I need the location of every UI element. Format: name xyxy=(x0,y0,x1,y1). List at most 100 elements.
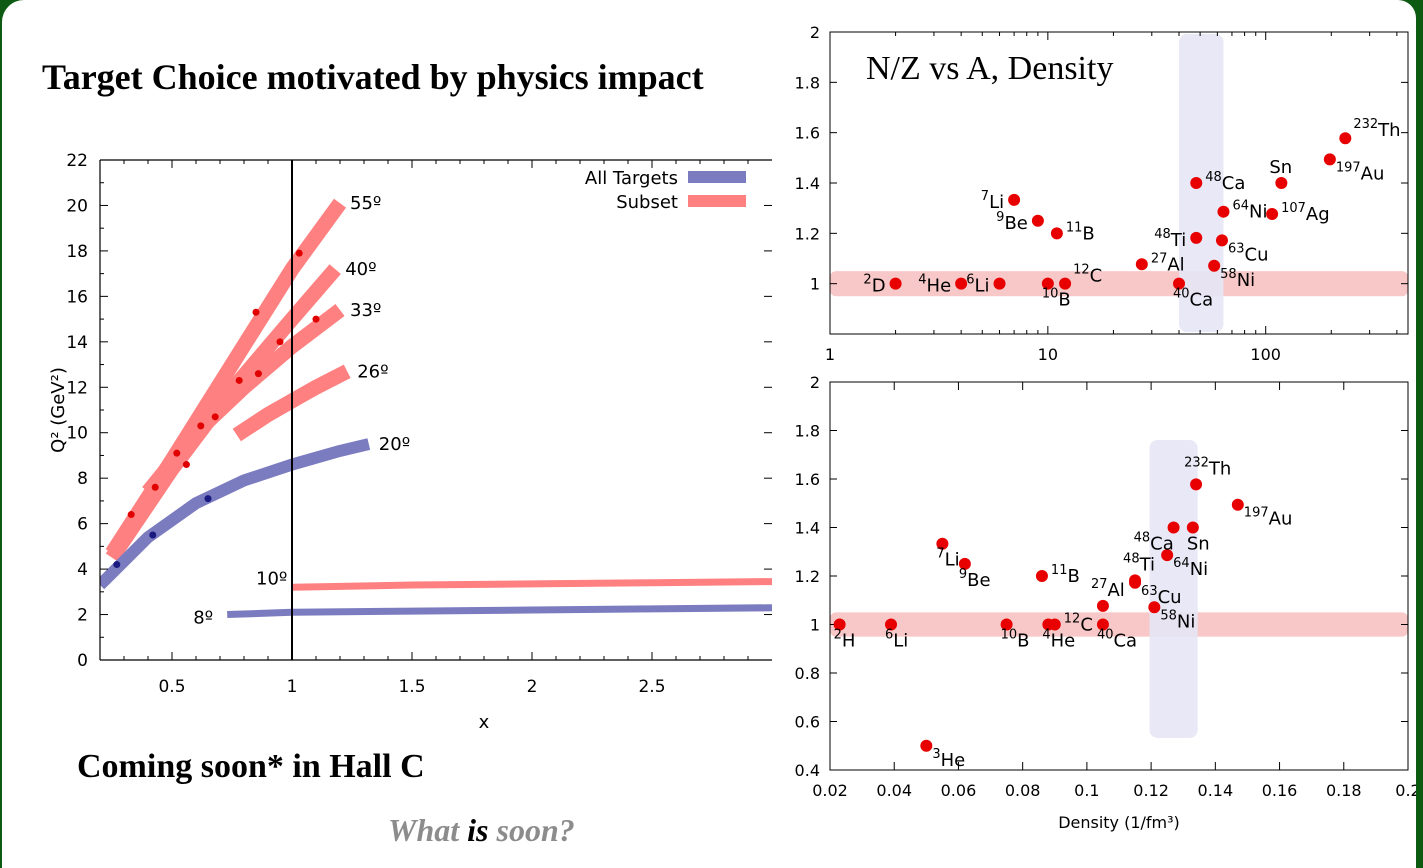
point-label-el-12: Ti xyxy=(1170,230,1186,251)
x-tick-label-4: 2.5 xyxy=(638,677,665,697)
point-label-sup-15: 64 xyxy=(1232,199,1249,214)
point-17 xyxy=(1275,177,1288,189)
horizontal-band xyxy=(830,271,1408,297)
band-label-3: 33º xyxy=(350,300,381,321)
point-label-el-15: Ni xyxy=(1190,559,1208,580)
nz-chart-title: N/Z vs A, Density xyxy=(866,50,1114,87)
point-label-4: 7Li xyxy=(936,547,959,571)
point-label-sup-9: 12 xyxy=(1064,612,1081,627)
y-tick-label-11: 22 xyxy=(66,151,88,171)
point-label-el-2: He xyxy=(927,276,952,297)
point-label-el-19: Au xyxy=(1269,509,1293,530)
x-tick-label-6: 0.14 xyxy=(1198,781,1234,800)
y-tick-label-4: 8 xyxy=(77,469,88,489)
band-highlight-14 xyxy=(149,531,157,539)
point-label-el-16: Ca xyxy=(1150,534,1174,555)
band-label-7: 8º xyxy=(193,607,213,628)
point-label-sup-14: 58 xyxy=(1160,608,1177,623)
x-tick-label-3: 2 xyxy=(527,677,538,697)
point-label-sup-11: 40 xyxy=(1097,628,1114,643)
point-18 xyxy=(1323,153,1336,166)
point-label-sup-1: 2 xyxy=(863,273,871,288)
point-label-7: 11B xyxy=(1051,563,1080,587)
point-13 xyxy=(1129,576,1142,589)
x-tick-label-4: 0.1 xyxy=(1074,781,1099,800)
y-tick-label-5: 1.4 xyxy=(795,519,820,538)
point-label-sup-11: 48 xyxy=(1205,170,1222,185)
point-15 xyxy=(1161,549,1174,562)
point-label-el-2: Li xyxy=(893,631,908,652)
point-label-18: 232Th xyxy=(1184,455,1231,479)
point-label-sup-18: 232 xyxy=(1184,455,1209,470)
x-axis-label: x xyxy=(479,712,490,733)
point-label-el-1: H xyxy=(842,631,856,652)
point-label-el-3: He xyxy=(941,750,966,771)
point-16 xyxy=(1266,207,1279,220)
point-label-sup-2: 4 xyxy=(918,273,926,288)
slide-title: Target Choice motivated by physics impac… xyxy=(42,57,704,97)
point-label-6: 10B xyxy=(1001,628,1030,652)
point-label-el-8: B xyxy=(1082,223,1094,244)
point-label-sup-16: 48 xyxy=(1134,531,1151,546)
y-tick-label-4: 1.2 xyxy=(795,567,820,586)
soon-part3: soon? xyxy=(488,812,575,848)
point-2 xyxy=(955,277,968,290)
point-16 xyxy=(1167,521,1180,534)
point-18 xyxy=(1190,478,1203,491)
point-label-el-14: Cu xyxy=(1245,244,1269,265)
point-17 xyxy=(1186,521,1199,534)
y-tick-label-1: 0.6 xyxy=(795,713,820,732)
point-label-el-19: Th xyxy=(1377,120,1400,141)
x-tick-label-1: 10 xyxy=(1038,345,1058,364)
point-3 xyxy=(993,277,1006,290)
point-9 xyxy=(1048,618,1061,631)
point-label-14: 58Ni xyxy=(1160,608,1195,632)
y-tick-label-1: 1.2 xyxy=(795,224,820,243)
y-tick-label-3: 6 xyxy=(77,515,88,535)
y-tick-label-2: 4 xyxy=(77,560,88,580)
point-label-sup-3: 6 xyxy=(966,273,974,288)
point-label-el-12: Ti xyxy=(1139,554,1155,575)
point-11 xyxy=(1190,177,1203,189)
point-label-el-6: B xyxy=(1017,631,1029,652)
point-label-4: 10B xyxy=(1042,287,1071,311)
point-label-sup-6: 10 xyxy=(1001,628,1018,643)
point-label-1: 2H xyxy=(834,628,856,652)
point-label-el-1: D xyxy=(872,276,886,297)
y-tick-label-5: 2 xyxy=(810,23,820,42)
point-1 xyxy=(889,277,902,290)
x-axis-label: Density (1/fm³) xyxy=(1058,813,1180,832)
point-label-sup-10: 40 xyxy=(1173,287,1190,302)
point-label-16: 48Ca xyxy=(1134,531,1174,555)
x-tick-label-9: 0.2 xyxy=(1395,781,1416,800)
point-14 xyxy=(1215,234,1228,247)
band-5 xyxy=(100,438,371,590)
band-highlight-4 xyxy=(173,449,181,457)
soon-part2: is xyxy=(467,812,489,848)
point-6 xyxy=(1008,193,1021,206)
coming-soon-text: Coming soon* in Hall C xyxy=(77,748,425,785)
band-highlight-9 xyxy=(197,422,205,430)
point-label-17: Sn xyxy=(1187,534,1210,555)
point-5 xyxy=(1059,277,1072,290)
point-label-8: 4He xyxy=(1042,628,1075,652)
y-tick-label-9: 18 xyxy=(66,242,88,262)
point-label-el-6: Li xyxy=(989,192,1004,213)
point-7 xyxy=(1035,570,1048,582)
point-label-sup-12: 48 xyxy=(1123,551,1140,566)
point-6 xyxy=(1000,618,1013,631)
point-label-el-17: Sn xyxy=(1187,534,1210,555)
y-tick-label-6: 12 xyxy=(66,378,88,398)
band-label-2: 40º xyxy=(345,259,376,280)
point-label-13: 58Ni xyxy=(1220,267,1255,291)
y-tick-label-6: 1.6 xyxy=(795,470,820,489)
point-label-el-7: Be xyxy=(1004,213,1027,234)
point-label-sup-5: 12 xyxy=(1073,263,1090,278)
x-tick-label-0: 1 xyxy=(825,345,835,364)
q2-vs-x-chart: 55º40º33º26º20º10º8º02468101214161820220… xyxy=(48,151,772,733)
point-label-14: 63Cu xyxy=(1228,241,1269,265)
point-label-11: 48Ca xyxy=(1205,170,1245,194)
point-8 xyxy=(1050,227,1063,240)
point-label-el-3: Li xyxy=(974,276,989,297)
point-label-sup-16: 107 xyxy=(1281,201,1306,216)
